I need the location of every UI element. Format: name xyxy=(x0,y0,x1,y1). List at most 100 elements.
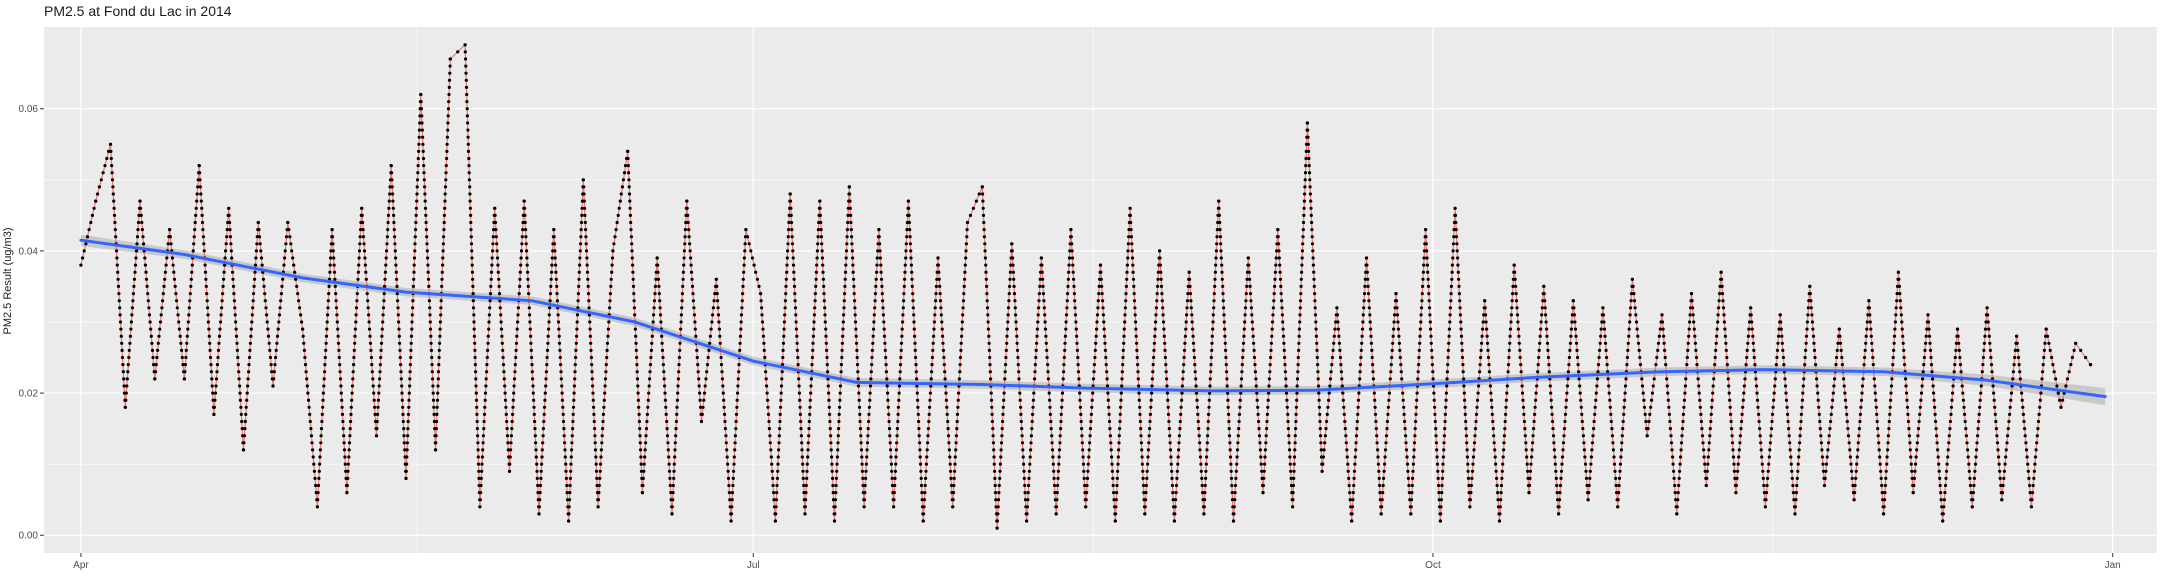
data-point xyxy=(1616,498,1620,502)
data-point xyxy=(1027,476,1031,480)
data-point xyxy=(933,306,937,310)
data-point xyxy=(1243,306,1248,310)
data-point xyxy=(1667,412,1671,416)
data-point xyxy=(214,377,219,381)
data-point xyxy=(351,377,355,381)
data-point xyxy=(416,164,420,168)
data-point xyxy=(1094,334,1098,338)
data-point xyxy=(679,313,684,317)
data-point xyxy=(827,391,831,395)
data-point xyxy=(550,256,554,260)
data-point xyxy=(1403,419,1407,424)
data-point xyxy=(1737,455,1741,459)
data-point xyxy=(1948,427,1952,431)
data-point xyxy=(110,178,115,182)
data-point xyxy=(519,249,524,253)
data-point xyxy=(826,384,830,388)
data-point xyxy=(1342,405,1346,409)
data-point xyxy=(1616,505,1620,509)
data-point xyxy=(1003,377,1007,381)
data-point xyxy=(311,448,315,452)
data-point xyxy=(1179,405,1183,409)
data-point xyxy=(2051,363,2055,367)
data-point xyxy=(483,398,487,402)
data-point xyxy=(423,199,427,203)
data-point xyxy=(1775,348,1780,352)
data-point xyxy=(1085,491,1089,495)
data-point xyxy=(1673,483,1677,488)
data-point xyxy=(1564,398,1568,402)
data-point xyxy=(1242,334,1246,338)
data-point xyxy=(257,235,262,239)
data-point xyxy=(1006,306,1011,310)
data-point xyxy=(745,235,750,239)
data-point xyxy=(1786,412,1790,416)
data-point xyxy=(1432,391,1436,395)
data-point xyxy=(195,192,199,196)
data-point xyxy=(1839,348,1843,352)
data-point xyxy=(1912,476,1916,480)
data-point xyxy=(1434,427,1438,431)
data-point xyxy=(1435,462,1440,466)
data-point xyxy=(1202,512,1206,516)
data-point xyxy=(1120,370,1124,374)
data-point xyxy=(1910,476,1914,480)
data-point xyxy=(196,185,200,189)
data-point xyxy=(1270,327,1274,331)
data-point xyxy=(97,185,101,189)
data-point xyxy=(1231,519,1236,523)
data-point xyxy=(992,462,996,466)
data-point xyxy=(1538,334,1542,338)
data-point xyxy=(638,434,642,438)
data-point xyxy=(692,313,697,317)
data-point xyxy=(1433,419,1437,424)
data-point xyxy=(932,327,936,331)
data-point xyxy=(1947,441,1951,445)
data-point xyxy=(930,370,934,374)
data-point xyxy=(305,377,309,381)
data-point xyxy=(1439,498,1443,502)
data-point xyxy=(1291,491,1295,495)
data-point xyxy=(545,355,549,360)
data-point xyxy=(1188,292,1193,296)
data-point xyxy=(1468,498,1472,502)
data-point xyxy=(434,448,438,452)
data-point xyxy=(1749,313,1753,317)
data-point xyxy=(1059,427,1063,431)
data-point xyxy=(1767,462,1771,466)
data-point xyxy=(1836,341,1840,345)
data-point xyxy=(432,412,436,416)
data-point xyxy=(661,363,666,367)
data-point xyxy=(1059,412,1063,416)
data-point xyxy=(718,334,722,338)
data-point xyxy=(1967,469,1971,473)
data-point xyxy=(593,448,598,452)
data-point xyxy=(1090,398,1094,402)
data-point xyxy=(918,441,922,445)
data-point xyxy=(874,284,878,288)
data-point xyxy=(325,327,329,331)
data-point xyxy=(636,398,641,402)
data-point xyxy=(848,192,852,196)
data-point xyxy=(716,313,721,317)
data-point xyxy=(277,320,281,324)
data-point xyxy=(245,398,249,402)
data-point xyxy=(402,427,406,431)
data-point xyxy=(1863,355,1867,360)
data-point xyxy=(1206,427,1210,431)
data-point xyxy=(779,398,783,402)
data-point xyxy=(1956,334,1960,338)
data-point xyxy=(1303,192,1307,196)
data-point xyxy=(1205,455,1209,459)
data-point xyxy=(542,412,546,416)
data-point xyxy=(1873,384,1877,388)
data-point xyxy=(942,363,946,367)
data-point xyxy=(1663,348,1667,352)
data-point xyxy=(1847,441,1851,445)
data-point xyxy=(1793,505,1797,509)
data-point xyxy=(475,405,479,409)
data-point xyxy=(1679,455,1683,459)
data-point xyxy=(1241,355,1245,360)
data-point xyxy=(1312,284,1316,288)
data-point xyxy=(445,156,449,161)
